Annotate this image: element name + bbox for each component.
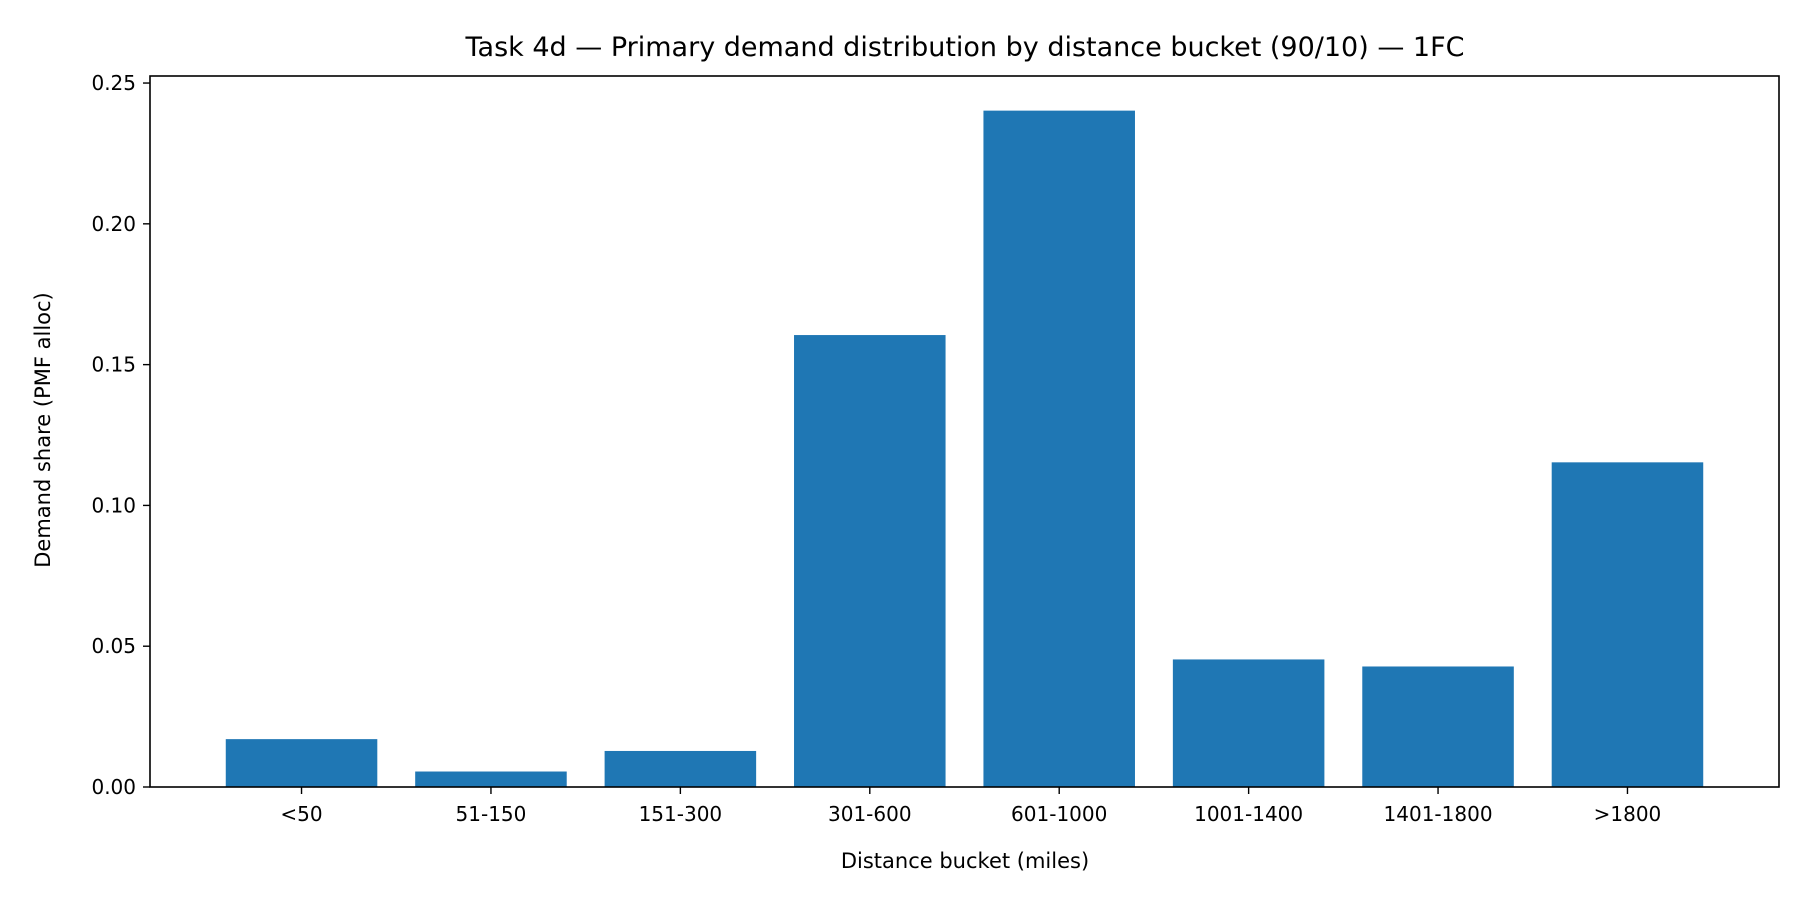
y-tick-label: 0.15 bbox=[91, 353, 136, 377]
y-tick-label: 0.00 bbox=[91, 775, 136, 799]
plot-frame bbox=[149, 75, 1780, 788]
bar-1 bbox=[415, 771, 567, 787]
x-tick-label: 51-150 bbox=[456, 802, 527, 826]
x-axis-label: Distance bucket (miles) bbox=[841, 849, 1089, 873]
y-tick-label: 0.25 bbox=[91, 71, 136, 95]
x-tick-label: <50 bbox=[280, 802, 322, 826]
bar-6 bbox=[1362, 666, 1514, 787]
bar-3 bbox=[794, 335, 946, 787]
x-tick-label: 1001-1400 bbox=[1194, 802, 1303, 826]
x-tick-label: 301-600 bbox=[828, 802, 912, 826]
x-tick-label: 601-1000 bbox=[1011, 802, 1107, 826]
y-axis-label: Demand share (PMF alloc) bbox=[31, 292, 55, 567]
bars-group bbox=[225, 110, 1704, 788]
bar-4 bbox=[983, 110, 1135, 788]
x-tick-label: 1401-1800 bbox=[1384, 802, 1493, 826]
x-tick-label: >1800 bbox=[1594, 802, 1662, 826]
bar-2 bbox=[604, 750, 757, 787]
x-tick-label: 151-300 bbox=[639, 802, 723, 826]
y-tick-label: 0.10 bbox=[91, 493, 136, 517]
bar-5 bbox=[1172, 659, 1325, 787]
y-tick-label: 0.05 bbox=[91, 634, 136, 658]
chart-title: Task 4d — Primary demand distribution by… bbox=[465, 32, 1465, 63]
y-axis-ticks: 0.00 0.05 0.10 0.15 0.20 0.25 bbox=[91, 71, 150, 799]
y-tick-label: 0.20 bbox=[91, 212, 136, 236]
bar-7 bbox=[1551, 462, 1704, 787]
bar-0 bbox=[225, 739, 378, 787]
x-axis-ticks: <50 51-150 151-300 301-600 601-1000 1001-1400… bbox=[280, 787, 1661, 826]
